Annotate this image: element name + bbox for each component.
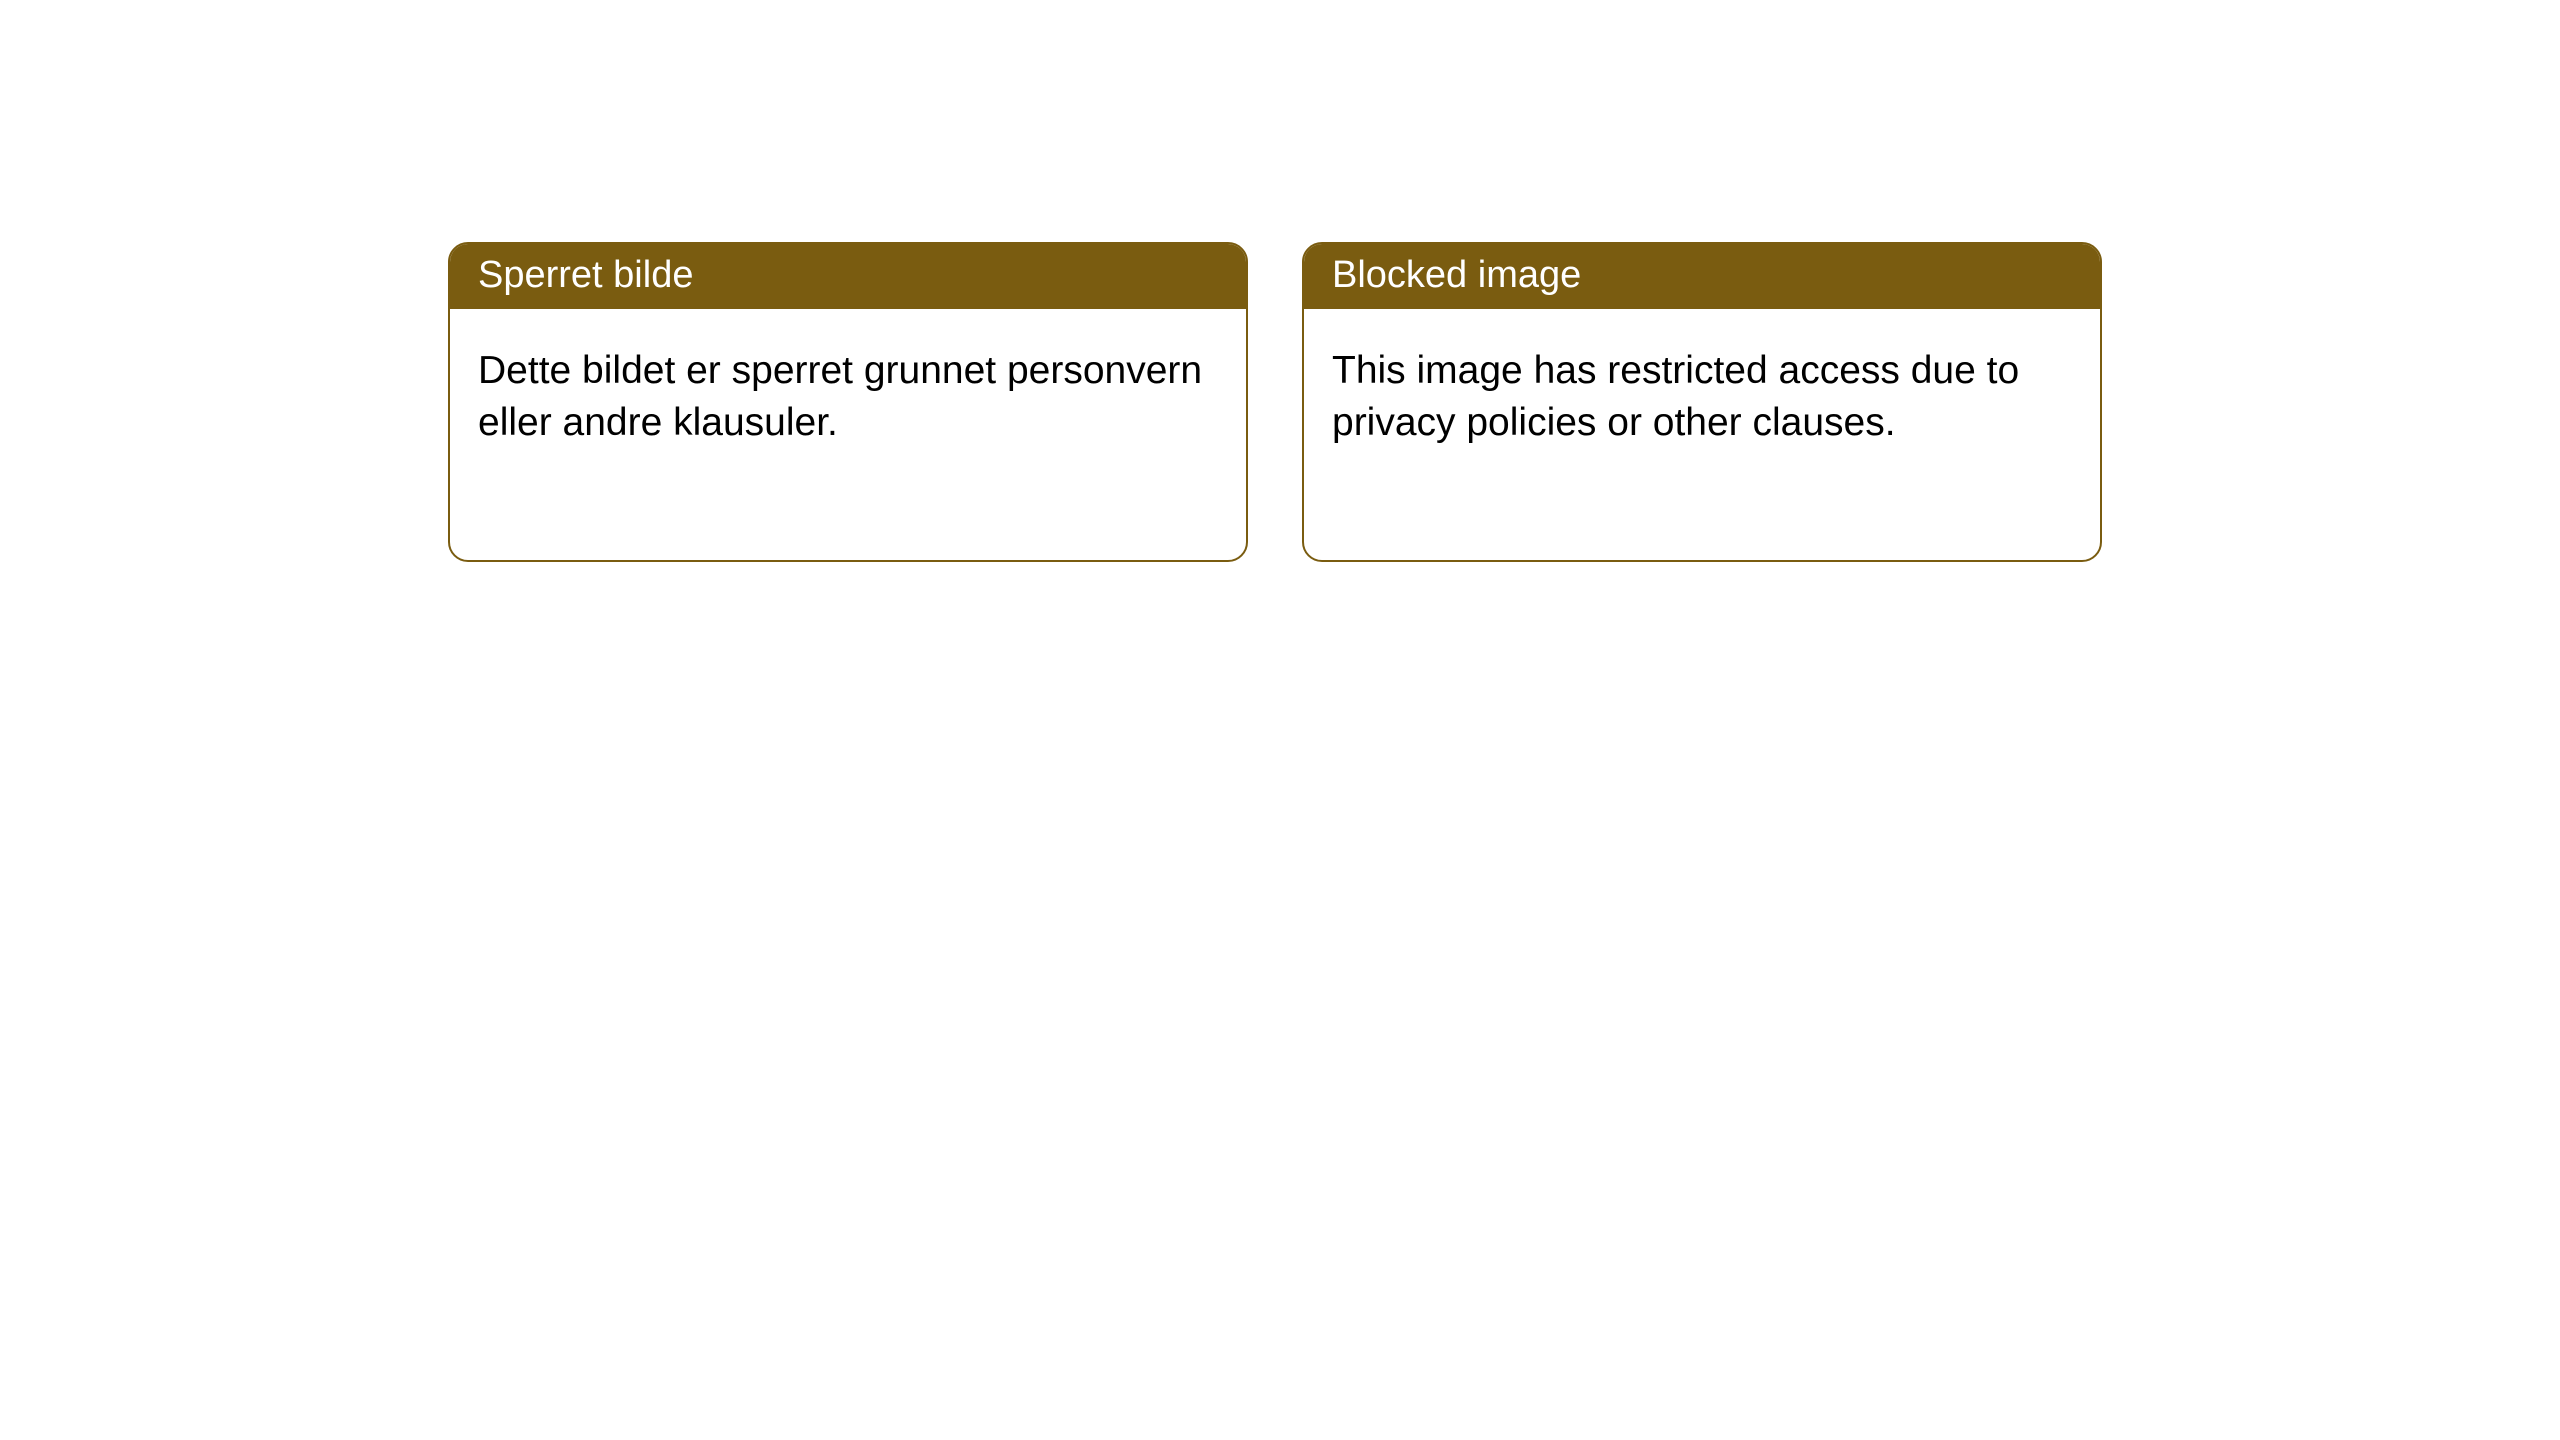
- card-body: Dette bildet er sperret grunnet personve…: [450, 309, 1246, 560]
- card-header: Blocked image: [1304, 244, 2100, 309]
- card-header: Sperret bilde: [450, 244, 1246, 309]
- blocked-image-card-no: Sperret bilde Dette bildet er sperret gr…: [448, 242, 1248, 562]
- card-body: This image has restricted access due to …: [1304, 309, 2100, 560]
- cards-container: Sperret bilde Dette bildet er sperret gr…: [0, 0, 2560, 562]
- blocked-image-card-en: Blocked image This image has restricted …: [1302, 242, 2102, 562]
